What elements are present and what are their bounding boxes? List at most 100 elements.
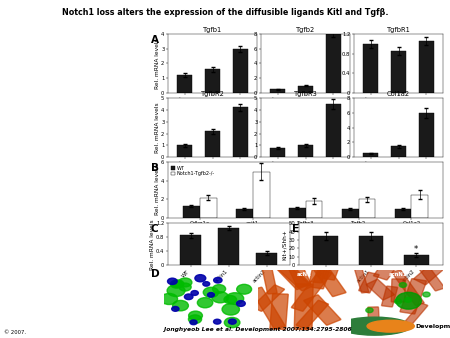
Title: Col1a2: Col1a2 (387, 91, 410, 97)
Bar (314, 236, 338, 265)
Circle shape (203, 282, 210, 286)
Bar (270, 148, 285, 157)
Circle shape (172, 307, 179, 311)
Circle shape (207, 293, 214, 297)
Text: A: A (151, 35, 159, 46)
Circle shape (367, 320, 414, 332)
Circle shape (229, 319, 236, 324)
Circle shape (189, 311, 202, 320)
Circle shape (423, 292, 430, 297)
Bar (411, 195, 428, 218)
FancyBboxPatch shape (416, 261, 445, 291)
Text: E: E (292, 224, 299, 234)
FancyBboxPatch shape (324, 235, 349, 280)
FancyBboxPatch shape (400, 279, 427, 314)
Bar (359, 199, 375, 218)
Circle shape (172, 300, 189, 311)
Text: Jonghyeob Lee et al. Development 2007;134:2795-2806: Jonghyeob Lee et al. Development 2007;13… (164, 327, 352, 332)
Bar (270, 89, 285, 93)
Circle shape (212, 292, 229, 303)
Bar (256, 253, 277, 265)
Text: WT: WT (205, 272, 215, 277)
Bar (395, 209, 411, 218)
FancyBboxPatch shape (267, 254, 312, 291)
Circle shape (161, 293, 178, 305)
Circle shape (191, 291, 198, 295)
Text: Notch1 loss alters the expression of the diffusible ligands Kitl and Tgfβ.: Notch1 loss alters the expression of the… (62, 8, 388, 18)
Title: TgfbR2: TgfbR2 (201, 91, 225, 97)
Circle shape (179, 283, 191, 291)
FancyBboxPatch shape (266, 251, 310, 290)
Bar (419, 113, 434, 157)
Bar (236, 209, 252, 218)
FancyBboxPatch shape (312, 260, 333, 289)
Text: © 2007.: © 2007. (4, 330, 27, 335)
FancyBboxPatch shape (368, 307, 379, 328)
Text: Development: Development (415, 324, 450, 329)
FancyBboxPatch shape (296, 300, 328, 329)
Circle shape (214, 319, 221, 324)
Circle shape (171, 280, 183, 288)
Bar (298, 86, 313, 93)
Circle shape (203, 287, 219, 297)
Circle shape (237, 284, 252, 294)
Text: *: * (414, 245, 418, 254)
Circle shape (172, 280, 184, 288)
Bar (233, 49, 248, 93)
FancyBboxPatch shape (392, 270, 424, 306)
Title: TgfbR1: TgfbR1 (387, 27, 410, 33)
Circle shape (167, 285, 185, 296)
FancyBboxPatch shape (294, 284, 313, 330)
Bar (180, 235, 201, 265)
Y-axis label: Kit+/Shh+: Kit+/Shh+ (282, 229, 287, 260)
Bar (298, 145, 313, 157)
Text: acN1: acN1 (296, 272, 311, 277)
FancyBboxPatch shape (270, 294, 288, 329)
Circle shape (339, 317, 410, 335)
Bar (218, 228, 239, 265)
Circle shape (198, 298, 213, 308)
Bar (326, 34, 341, 93)
Bar (233, 107, 248, 157)
Bar (177, 75, 192, 93)
FancyBboxPatch shape (252, 285, 284, 311)
Circle shape (225, 317, 240, 328)
Title: TgfbR3: TgfbR3 (294, 91, 317, 97)
Circle shape (366, 308, 373, 313)
Circle shape (195, 275, 206, 282)
FancyBboxPatch shape (391, 279, 405, 302)
Bar (404, 255, 428, 265)
Bar (363, 153, 378, 157)
FancyBboxPatch shape (292, 269, 332, 311)
Y-axis label: Rel. mRNA levels: Rel. mRNA levels (155, 38, 160, 89)
Bar (419, 41, 434, 93)
Circle shape (190, 320, 197, 325)
FancyBboxPatch shape (354, 266, 369, 293)
FancyBboxPatch shape (304, 295, 341, 325)
Bar (205, 131, 220, 157)
Bar (177, 145, 192, 157)
Bar (205, 69, 220, 93)
Bar (363, 44, 378, 93)
Text: acnN1: acnN1 (388, 272, 407, 277)
Circle shape (212, 285, 225, 293)
Title: Tgfb2: Tgfb2 (296, 27, 315, 33)
Bar (342, 209, 359, 218)
Bar (200, 197, 216, 218)
Circle shape (214, 277, 222, 283)
Legend: WT, Notch1-Tgfb2-/-: WT, Notch1-Tgfb2-/- (170, 165, 216, 177)
Circle shape (405, 297, 412, 302)
Y-axis label: Rel. mRNA levels: Rel. mRNA levels (155, 102, 160, 153)
FancyBboxPatch shape (382, 286, 398, 307)
FancyBboxPatch shape (401, 303, 428, 329)
FancyBboxPatch shape (374, 249, 406, 280)
Bar (288, 208, 306, 218)
Circle shape (396, 292, 421, 309)
Bar (306, 201, 323, 218)
FancyBboxPatch shape (366, 279, 394, 300)
Circle shape (224, 295, 237, 304)
Text: D: D (151, 268, 159, 279)
Circle shape (237, 300, 245, 307)
FancyBboxPatch shape (251, 287, 285, 329)
Bar (391, 146, 406, 157)
